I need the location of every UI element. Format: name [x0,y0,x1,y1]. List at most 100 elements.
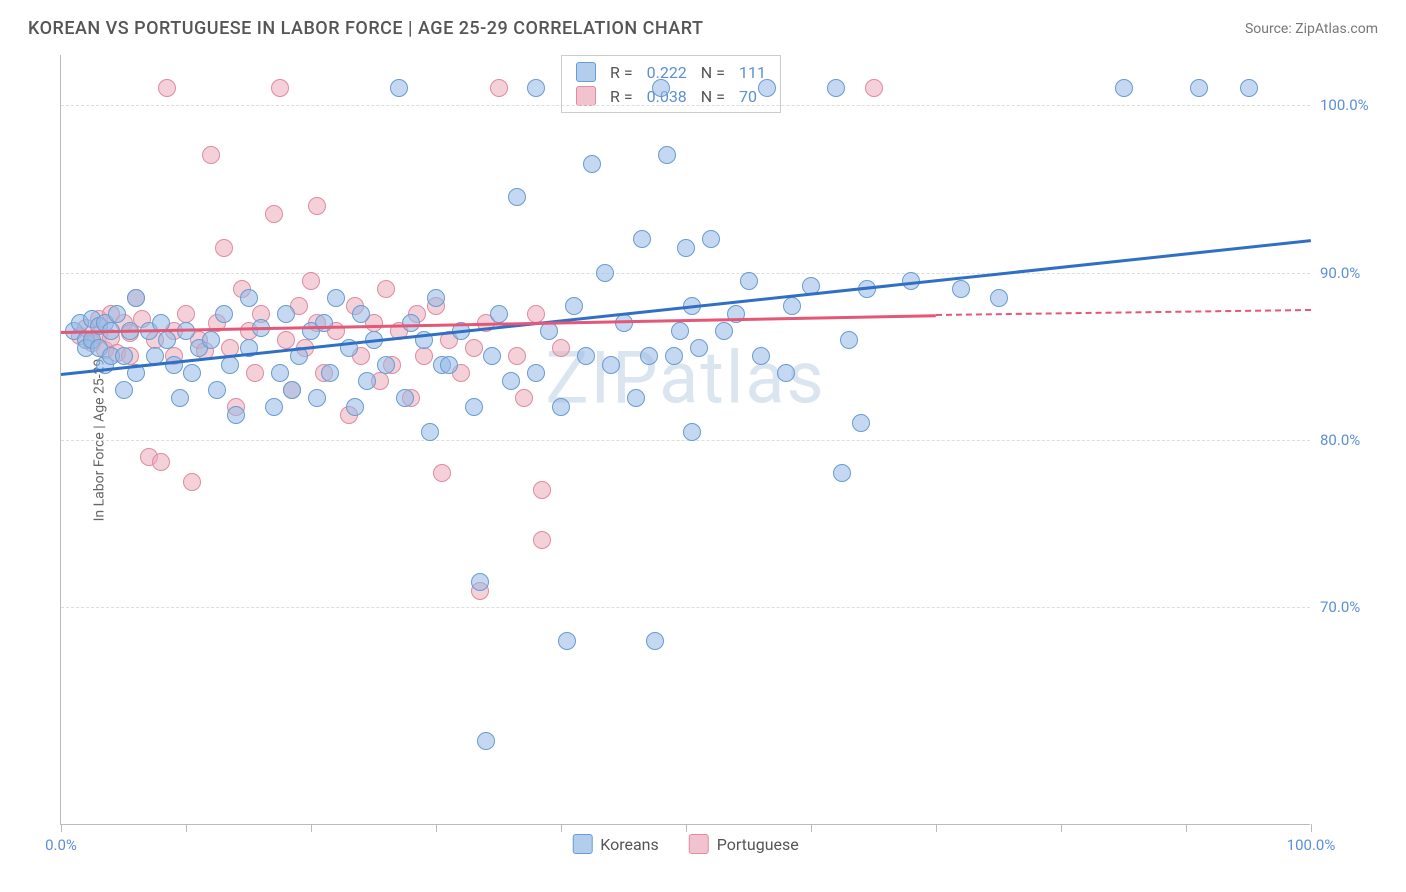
x-tick [61,824,62,832]
bottom-legend: Koreans Portuguese [572,834,799,854]
scatter-point-korean [596,264,614,282]
x-tick [311,824,312,832]
scatter-point-korean [690,339,708,357]
y-tick-label: 100.0% [1320,96,1380,114]
scatter-point-korean [840,331,858,349]
scatter-point-korean [208,381,226,399]
scatter-point-korean [377,356,395,374]
scatter-point-korean [396,389,414,407]
scatter-point-korean [702,230,720,248]
scatter-point-korean [421,423,439,441]
scatter-point-korean [827,79,845,97]
x-tick [436,824,437,832]
scatter-point-korean [402,314,420,332]
y-tick-label: 80.0% [1320,431,1380,449]
scatter-point-korean [465,398,483,416]
scatter-point-korean [427,289,445,307]
trend-line-dashed [936,309,1311,316]
scatter-point-korean [127,289,145,307]
scatter-point-korean [1240,79,1258,97]
scatter-point-korean [346,398,364,416]
scatter-point-korean [321,364,339,382]
scatter-point-korean [202,331,220,349]
x-tick [186,824,187,832]
stats-row-korean: R = 0.222 N = 111 [562,60,780,84]
swatch-portuguese [576,86,596,106]
scatter-point-korean [602,356,620,374]
scatter-point-portuguese [533,531,551,549]
scatter-point-korean [327,289,345,307]
scatter-point-korean [527,364,545,382]
scatter-point-korean [540,322,558,340]
legend-label-portuguese: Portuguese [717,835,799,854]
scatter-point-korean [683,423,701,441]
scatter-point-portuguese [202,146,220,164]
scatter-point-korean [527,79,545,97]
scatter-point-portuguese [277,331,295,349]
gridline [61,273,1310,274]
swatch-korean [572,834,592,854]
scatter-point-korean [583,155,601,173]
scatter-point-korean [265,398,283,416]
scatter-point-korean [677,239,695,257]
y-tick-label: 70.0% [1320,598,1380,616]
scatter-point-korean [665,347,683,365]
x-tick [936,824,937,832]
scatter-point-korean [952,280,970,298]
scatter-point-korean [577,347,595,365]
scatter-point-korean [627,389,645,407]
scatter-point-portuguese [183,473,201,491]
header-row: KOREAN VS PORTUGUESE IN LABOR FORCE | AG… [0,0,1406,39]
scatter-point-portuguese [533,481,551,499]
scatter-point-portuguese [246,364,264,382]
scatter-point-portuguese [515,389,533,407]
scatter-point-portuguese [158,79,176,97]
scatter-point-korean [277,305,295,323]
scatter-point-korean [658,146,676,164]
scatter-point-korean [1190,79,1208,97]
scatter-point-korean [552,398,570,416]
scatter-point-korean [171,389,189,407]
x-tick [811,824,812,832]
x-tick-label: 0.0% [45,836,77,854]
r-label: R = [610,63,633,82]
scatter-point-korean [752,347,770,365]
scatter-point-portuguese [152,453,170,471]
scatter-point-portuguese [308,197,326,215]
scatter-point-korean [508,188,526,206]
scatter-point-korean [352,305,370,323]
legend-item-portuguese: Portuguese [689,834,799,854]
x-tick [1061,824,1062,832]
scatter-point-portuguese [377,280,395,298]
scatter-point-portuguese [265,205,283,223]
n-label: N = [701,63,725,82]
scatter-point-korean [315,314,333,332]
x-tick [561,824,562,832]
swatch-portuguese [689,834,709,854]
source-label: Source: ZipAtlas.com [1245,21,1378,37]
scatter-point-portuguese [177,305,195,323]
scatter-point-portuguese [508,347,526,365]
gridline [61,607,1310,608]
x-tick [1186,824,1187,832]
scatter-point-portuguese [433,464,451,482]
scatter-point-korean [440,356,458,374]
scatter-point-korean [852,414,870,432]
scatter-point-korean [640,347,658,365]
scatter-point-korean [671,322,689,340]
x-tick-label: 100.0% [1287,836,1336,854]
swatch-korean [576,62,596,82]
scatter-point-portuguese [271,79,289,97]
scatter-point-korean [390,79,408,97]
trend-line [61,239,1311,376]
n-value-korean: 111 [739,63,766,82]
legend-item-korean: Koreans [572,834,659,854]
r-value-korean: 0.222 [647,63,687,82]
scatter-point-korean [358,372,376,390]
x-tick [686,824,687,832]
scatter-point-portuguese [415,347,433,365]
scatter-point-korean [158,331,176,349]
scatter-point-korean [215,305,233,323]
scatter-point-korean [308,389,326,407]
scatter-point-korean [183,364,201,382]
